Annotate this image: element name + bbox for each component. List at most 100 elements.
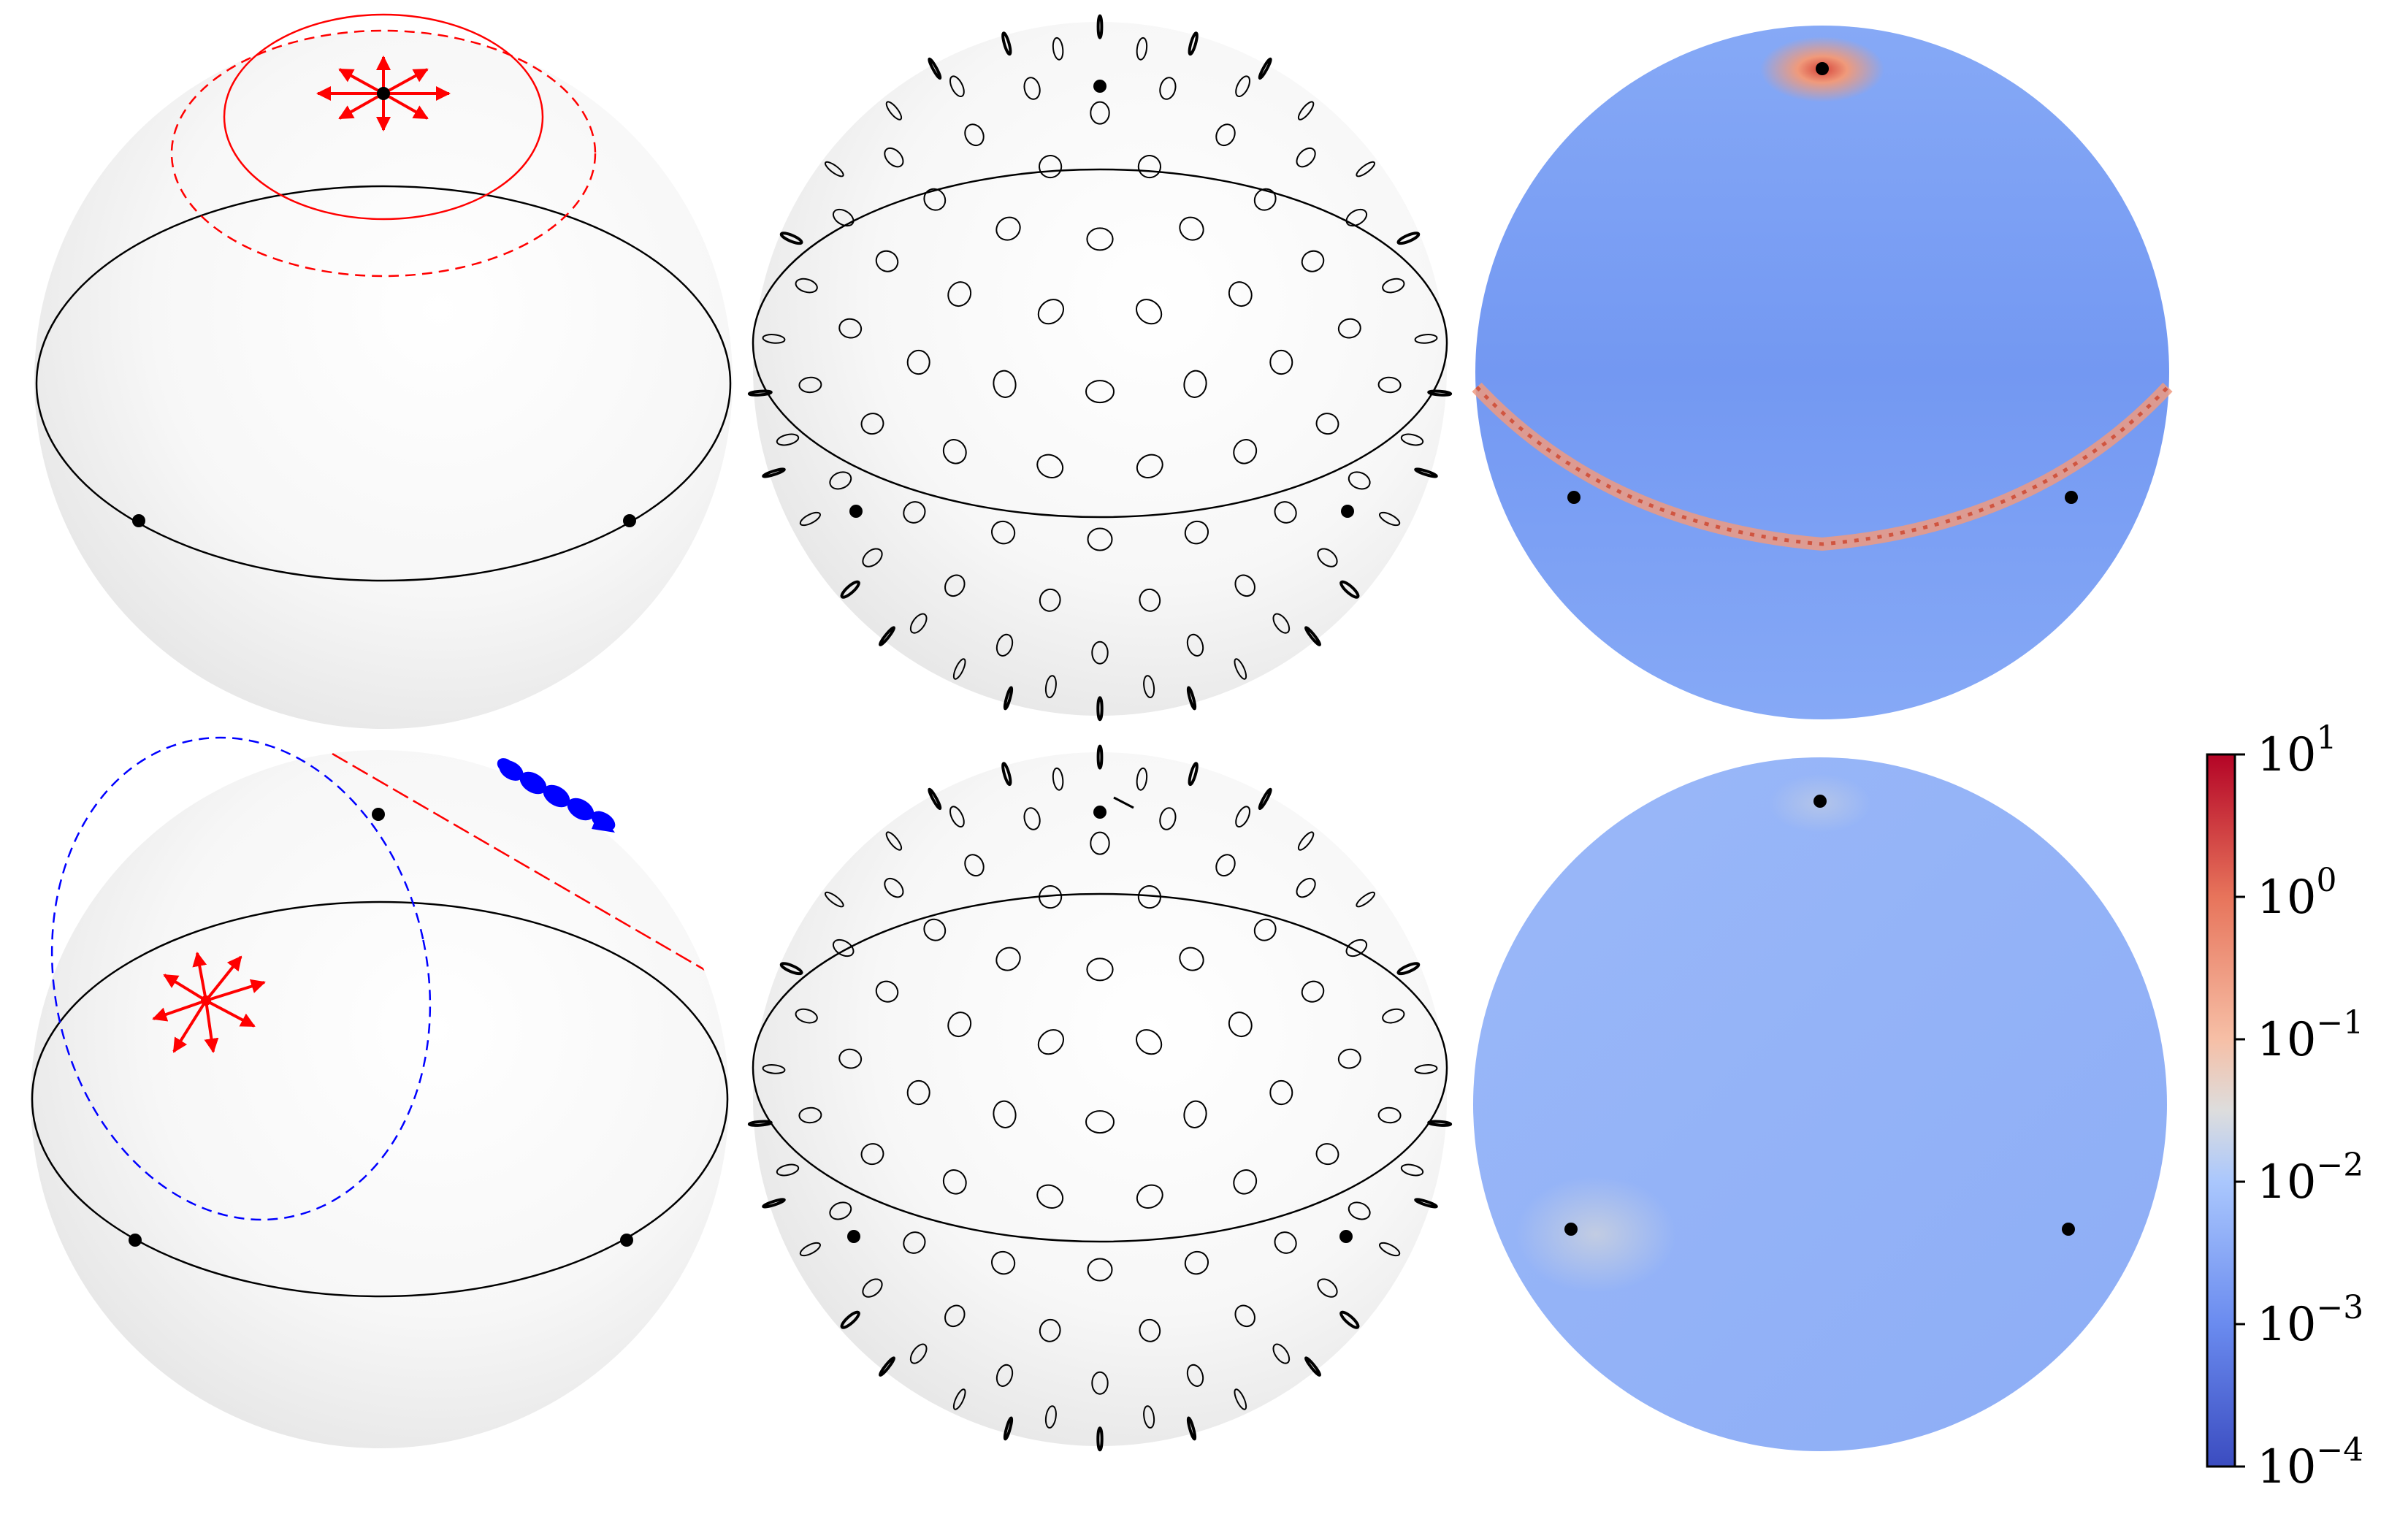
field-ellipse: [1274, 1231, 1297, 1254]
field-ellipse: [949, 75, 965, 97]
sphere-bottom-left: [31, 736, 729, 1448]
field-ellipse: [1139, 588, 1161, 612]
field-ellipse: [878, 626, 896, 646]
field-ellipse: [952, 658, 966, 680]
colorbar: 101 100 10−1 10−2 10−3 10−4: [2206, 719, 2363, 1494]
field-ellipse: [1136, 454, 1163, 478]
sphere-top-right: [1472, 26, 2173, 719]
colorbar-tick-label: 10−4: [2257, 1431, 2363, 1494]
field-ellipse: [1414, 467, 1438, 478]
field-ellipse: [906, 349, 930, 375]
field-ellipse: [1096, 1426, 1104, 1452]
hot-band-core: [1475, 386, 2169, 546]
field-ellipse: [1400, 1163, 1424, 1177]
field-ellipse: [1258, 787, 1272, 811]
field-ellipse: [1348, 471, 1371, 490]
field-ellipse: [1139, 1318, 1161, 1342]
field-ellipse: [1414, 334, 1438, 344]
field-ellipse: [1085, 1110, 1115, 1134]
sphere-top-middle: [747, 14, 1453, 722]
field-ellipse: [1039, 588, 1061, 612]
field-ellipse: [829, 471, 852, 490]
field-ellipse: [903, 1231, 926, 1254]
field-ellipse: [838, 1048, 863, 1069]
field-ellipse: [824, 891, 844, 908]
field-ellipse: [1039, 155, 1063, 179]
field-ellipse: [1315, 1143, 1339, 1166]
field-ellipse: [1215, 123, 1236, 147]
field-ellipse: [1136, 37, 1148, 61]
field-ellipse: [1414, 1064, 1438, 1074]
sphere-body: [753, 752, 1447, 1446]
sphere-bottom-middle: [747, 744, 1453, 1452]
field-ellipse: [1228, 1012, 1253, 1038]
field-ellipse: [747, 1120, 773, 1127]
field-ellipse: [993, 1100, 1017, 1128]
field-ellipse: [1396, 962, 1421, 976]
field-ellipse: [995, 1364, 1014, 1387]
colorbar-tick-label: 10−3: [2257, 1289, 2363, 1352]
field-ellipse: [1297, 101, 1315, 121]
field-ellipse: [1037, 299, 1065, 325]
field-ellipse: [1377, 1106, 1402, 1124]
field-ellipse: [1348, 1201, 1371, 1220]
ellipse-field: [747, 744, 1453, 1452]
field-ellipse: [1090, 101, 1110, 125]
field-ellipse: [1091, 641, 1109, 665]
field-ellipse: [1183, 1100, 1207, 1128]
equator-point-left: [1567, 491, 1581, 504]
field-ellipse: [1234, 658, 1247, 680]
field-ellipse: [942, 439, 967, 464]
field-ellipse: [779, 962, 803, 976]
field-ellipse: [1427, 1120, 1453, 1127]
field-ellipse: [1036, 454, 1064, 478]
field-ellipse: [1096, 14, 1104, 39]
field-ellipse: [909, 1343, 928, 1364]
field-ellipse: [1188, 31, 1199, 56]
pole-point: [377, 87, 390, 100]
field-ellipse: [1179, 216, 1204, 241]
field-ellipse: [1234, 574, 1255, 597]
equator-point-left: [847, 1230, 860, 1243]
field-ellipse: [875, 980, 899, 1003]
sphere-body: [1475, 26, 2169, 719]
field-ellipse: [1377, 376, 1402, 394]
equator: [35, 185, 732, 582]
pole-point: [1093, 80, 1106, 93]
field-ellipse: [1137, 155, 1161, 179]
field-ellipse: [1179, 947, 1204, 971]
field-ellipse: [832, 938, 855, 957]
field-ellipse: [1234, 1388, 1247, 1410]
equator-point-right: [620, 1234, 633, 1247]
field-ellipse: [762, 1064, 786, 1074]
field-ellipse: [928, 57, 942, 80]
field-ellipse: [1304, 1356, 1322, 1377]
field-ellipse: [1345, 208, 1368, 227]
colorbar-tick-label: 10−2: [2257, 1147, 2363, 1209]
field-ellipse: [798, 1106, 822, 1124]
field-ellipse: [860, 413, 884, 435]
field-ellipse: [1091, 1371, 1109, 1395]
sphere-body: [753, 22, 1447, 716]
field-ellipse: [1188, 762, 1199, 787]
field-ellipse: [762, 334, 786, 344]
field-ellipse: [1143, 675, 1155, 698]
field-ellipse: [1090, 831, 1110, 855]
field-ellipse: [1215, 854, 1236, 877]
field-ellipse: [1414, 1198, 1438, 1209]
equator-point-left: [1564, 1223, 1578, 1236]
arrow-star: [152, 952, 266, 1053]
field-ellipse: [829, 1201, 852, 1220]
field-ellipse: [964, 123, 985, 147]
sphere-body: [34, 31, 733, 729]
equator-point-right: [2065, 491, 2078, 504]
field-ellipse: [1044, 675, 1057, 698]
field-ellipse: [1301, 250, 1325, 272]
colorbar-tick-label: 101: [2257, 719, 2336, 782]
field-ellipse: [824, 161, 844, 177]
field-ellipse: [1186, 1416, 1197, 1441]
field-ellipse: [1337, 1048, 1361, 1069]
field-ellipse: [1382, 278, 1405, 294]
field-ellipse: [1159, 807, 1177, 830]
field-ellipse: [1400, 433, 1424, 446]
